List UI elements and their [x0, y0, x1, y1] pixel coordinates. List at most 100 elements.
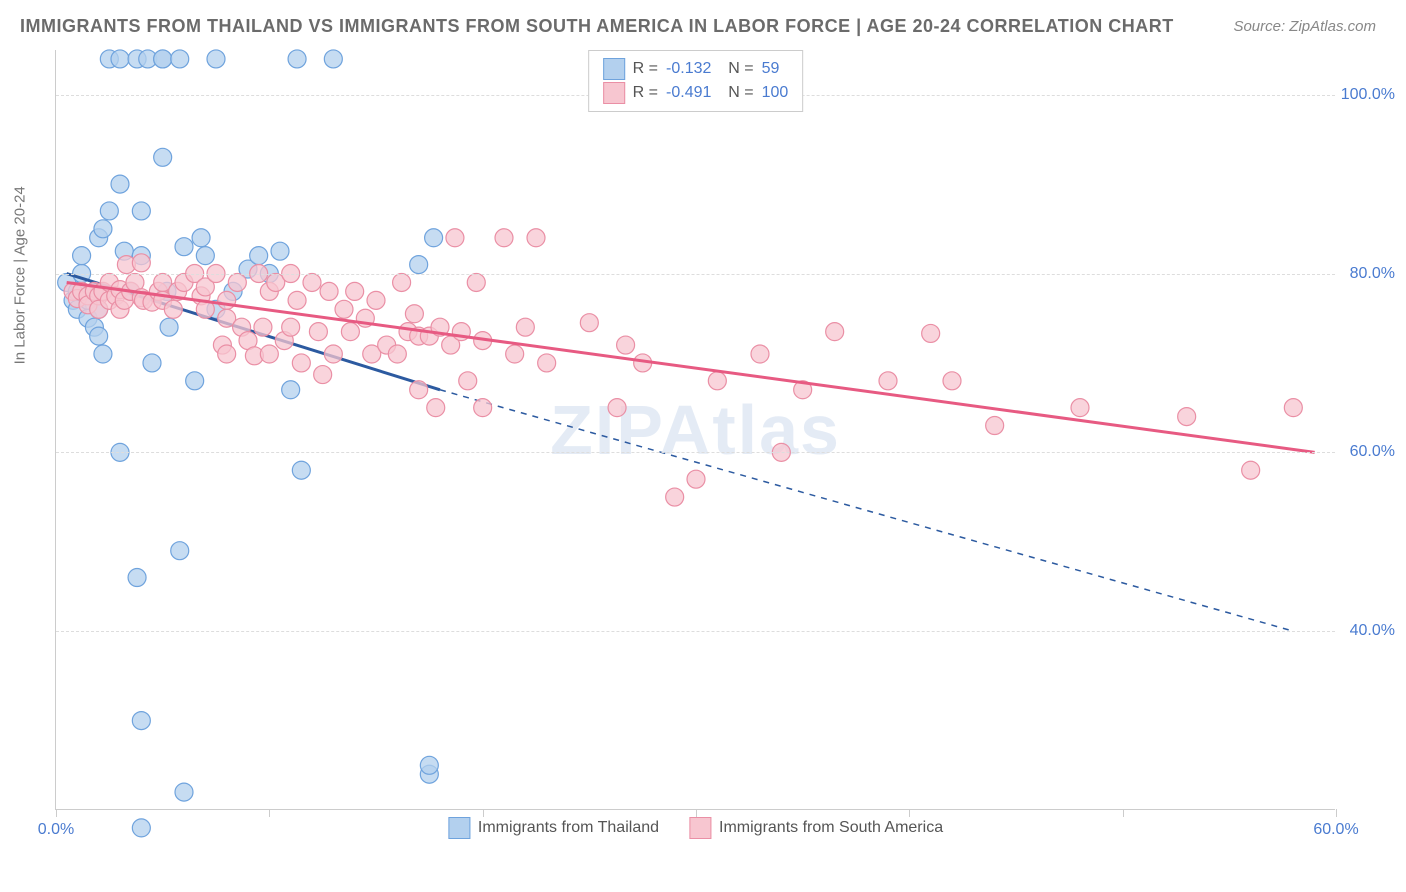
chart-title: IMMIGRANTS FROM THAILAND VS IMMIGRANTS F…: [20, 16, 1174, 37]
data-point: [335, 300, 353, 318]
legend-r-value-0: -0.132: [666, 57, 711, 81]
data-point: [516, 318, 534, 336]
data-point: [160, 318, 178, 336]
plot-area: ZIPAtlas R = -0.132 N = 59 R = -0.491 N …: [55, 50, 1335, 810]
data-point: [320, 282, 338, 300]
legend-item-southamerica: Immigrants from South America: [689, 817, 943, 839]
legend-item-thailand: Immigrants from Thailand: [448, 817, 659, 839]
data-point: [943, 372, 961, 390]
data-point: [292, 461, 310, 479]
data-point: [666, 488, 684, 506]
data-point: [341, 323, 359, 341]
data-point: [527, 229, 545, 247]
data-point: [250, 247, 268, 265]
x-tick-label: 0.0%: [38, 821, 74, 839]
data-point: [132, 202, 150, 220]
data-point: [175, 238, 193, 256]
data-point: [171, 50, 189, 68]
data-point: [132, 819, 150, 837]
x-tick: [696, 809, 697, 817]
data-point: [420, 756, 438, 774]
legend-label-0: Immigrants from Thailand: [478, 819, 659, 837]
data-point: [128, 569, 146, 587]
gridline: [56, 452, 1335, 453]
gridline: [56, 631, 1335, 632]
gridline: [56, 274, 1335, 275]
x-tick: [1123, 809, 1124, 817]
swatch-southamerica-bottom: [689, 817, 711, 839]
data-point: [196, 247, 214, 265]
data-point: [474, 399, 492, 417]
data-point: [100, 202, 118, 220]
trend-line-solid: [67, 282, 1315, 452]
data-point: [111, 50, 129, 68]
data-point: [425, 229, 443, 247]
source-attribution: Source: ZipAtlas.com: [1233, 18, 1376, 35]
data-point: [207, 50, 225, 68]
data-point: [324, 345, 342, 363]
data-point: [154, 50, 172, 68]
data-point: [228, 273, 246, 291]
data-point: [446, 229, 464, 247]
data-point: [254, 318, 272, 336]
data-point: [282, 318, 300, 336]
trend-line-dashed: [440, 390, 1293, 631]
data-point: [292, 354, 310, 372]
data-point: [192, 229, 210, 247]
data-point: [495, 229, 513, 247]
y-tick-label: 100.0%: [1341, 86, 1395, 104]
data-point: [218, 345, 236, 363]
y-tick-label: 60.0%: [1350, 443, 1395, 461]
data-point: [324, 50, 342, 68]
data-point: [94, 220, 112, 238]
y-tick-label: 80.0%: [1350, 265, 1395, 283]
x-tick: [909, 809, 910, 817]
data-point: [271, 242, 289, 260]
data-point: [314, 366, 332, 384]
series-legend: Immigrants from Thailand Immigrants from…: [448, 817, 943, 839]
data-point: [309, 323, 327, 341]
chart-container: In Labor Force | Age 20-24 ZIPAtlas R = …: [55, 50, 1375, 840]
data-point: [1071, 399, 1089, 417]
data-point: [405, 305, 423, 323]
data-point: [608, 399, 626, 417]
data-point: [367, 291, 385, 309]
data-point: [922, 324, 940, 342]
legend-label-1: Immigrants from South America: [719, 819, 943, 837]
data-point: [260, 345, 278, 363]
data-point: [393, 273, 411, 291]
data-point: [580, 314, 598, 332]
swatch-southamerica: [603, 82, 625, 104]
data-point: [388, 345, 406, 363]
legend-n-label: N =: [719, 57, 753, 81]
legend-n-label: N =: [719, 81, 753, 105]
data-point: [111, 175, 129, 193]
x-tick: [56, 809, 57, 817]
data-point: [751, 345, 769, 363]
legend-r-label: R =: [633, 81, 658, 105]
data-point: [427, 399, 445, 417]
data-point: [410, 381, 428, 399]
correlation-legend: R = -0.132 N = 59 R = -0.491 N = 100: [588, 50, 804, 112]
data-point: [1178, 408, 1196, 426]
legend-row-southamerica: R = -0.491 N = 100: [603, 81, 789, 105]
data-point: [617, 336, 635, 354]
legend-n-value-1: 100: [762, 81, 789, 105]
data-point: [1284, 399, 1302, 417]
data-point: [303, 273, 321, 291]
data-point: [154, 148, 172, 166]
data-point: [171, 542, 189, 560]
data-point: [506, 345, 524, 363]
data-point: [132, 254, 150, 272]
data-point: [164, 300, 182, 318]
legend-r-label: R =: [633, 57, 658, 81]
data-point: [175, 783, 193, 801]
data-point: [90, 327, 108, 345]
legend-row-thailand: R = -0.132 N = 59: [603, 57, 789, 81]
data-point: [94, 345, 112, 363]
data-point: [282, 381, 300, 399]
x-tick: [1336, 809, 1337, 817]
y-axis-label: In Labor Force | Age 20-24: [12, 186, 29, 364]
data-point: [826, 323, 844, 341]
y-tick-label: 40.0%: [1350, 622, 1395, 640]
